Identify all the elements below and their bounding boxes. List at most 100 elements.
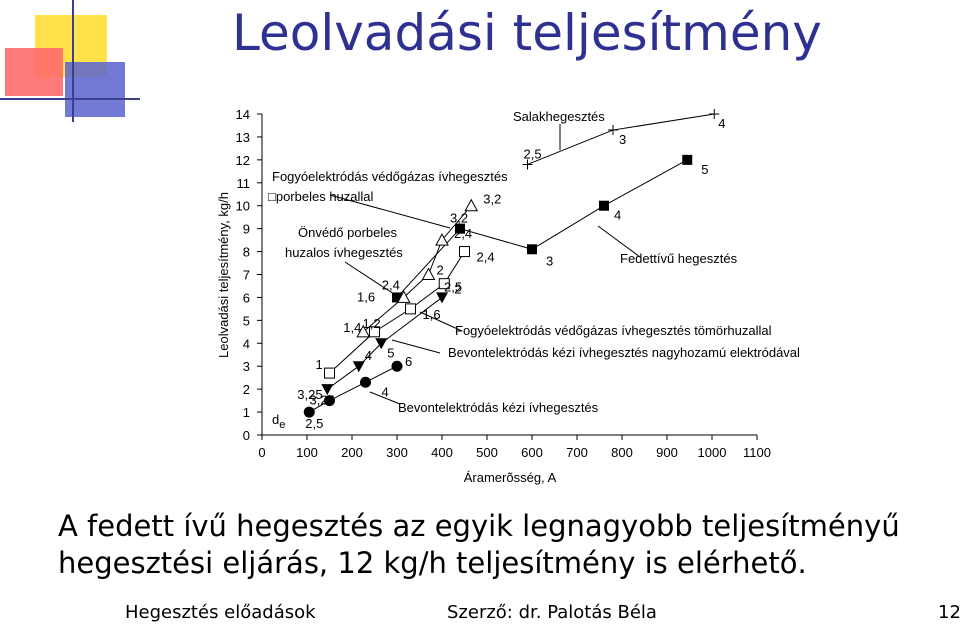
marker-fedett bbox=[682, 154, 693, 165]
point-label-tomor: 2,4 bbox=[477, 250, 495, 265]
marker-nagyhozamu bbox=[375, 338, 388, 350]
marker-tomor bbox=[324, 367, 335, 379]
marker-salak bbox=[608, 125, 618, 136]
deposition-rate-chart: 0 100 200 300 400 500 600 700 800 900 1000 11000123… bbox=[216, 107, 800, 485]
annotation-leader bbox=[391, 339, 441, 354]
annotation-nagyhozamu: Bevontelektródás kézi ívhegesztés nagyho… bbox=[448, 345, 800, 360]
annotation-leader bbox=[419, 311, 463, 332]
marker-kezi bbox=[324, 395, 335, 407]
y-tick-label: 1 bbox=[243, 405, 250, 420]
marker-vedogaz bbox=[464, 198, 479, 212]
x-tick-label: 900 bbox=[656, 445, 678, 460]
point-label-salak: 2,5 bbox=[524, 146, 542, 161]
y-tick-label: 5 bbox=[243, 313, 250, 328]
x-tick-label: 300 bbox=[386, 445, 408, 460]
marker-kezi bbox=[303, 406, 315, 418]
point-label-kezi: 3,25 bbox=[310, 393, 335, 408]
x-axis-label: Áramerõsség, A bbox=[464, 470, 557, 485]
x-tick-label: 500 bbox=[476, 445, 498, 460]
annotation-leader bbox=[369, 391, 401, 405]
marker-nagyhozamu bbox=[436, 292, 448, 304]
point-label-tomor: 1,6 bbox=[423, 307, 441, 322]
y-tick-label: 11 bbox=[237, 176, 251, 191]
y-axis-label: Leolvadási teljesítmény, kg/h bbox=[216, 192, 231, 358]
deco-red-square bbox=[5, 48, 63, 96]
marker-tomor bbox=[459, 246, 470, 258]
point-label-nagyhozamu: 5 bbox=[387, 345, 394, 360]
series-line-kezi bbox=[309, 365, 398, 413]
x-tick-label: 600 bbox=[521, 445, 543, 460]
slide-caption: A fedett ívű hegesztés az egyik legnagyo… bbox=[58, 509, 900, 580]
slide-title: Leolvadási teljesítmény bbox=[232, 4, 822, 62]
y-tick-label: 3 bbox=[243, 359, 250, 374]
annotation-tomor: Fogyóelektródás védőgázas ívhegesztés tö… bbox=[455, 323, 772, 338]
point-label-fedett: 4 bbox=[614, 208, 621, 223]
point-label-salak: 4 bbox=[718, 116, 725, 131]
de-label: de bbox=[272, 412, 285, 431]
y-tick-label: 4 bbox=[243, 336, 250, 351]
point-label-vedogaz: 2,4 bbox=[382, 277, 400, 292]
marker-kezi bbox=[360, 376, 371, 388]
x-tick-label: 200 bbox=[341, 445, 363, 460]
x-tick-label: 1100 bbox=[743, 445, 771, 460]
marker-vedogaz bbox=[435, 233, 449, 246]
footer-author: Szerző: dr. Palotás Béla bbox=[447, 602, 657, 623]
y-tick-label: 7 bbox=[243, 268, 250, 283]
annotation-porbeles: □porbeles huzallal bbox=[268, 189, 374, 204]
point-label-fedett: 5 bbox=[701, 162, 708, 177]
marker-tomor bbox=[405, 303, 416, 315]
series-line-nagyhozamu bbox=[326, 297, 443, 390]
y-tick-label: 12 bbox=[236, 153, 250, 168]
point-label-fedett: 1,6 bbox=[357, 289, 375, 304]
point-label-vedogaz: 3,2 bbox=[483, 192, 501, 207]
point-label-vedogaz: 1,4 bbox=[343, 320, 361, 335]
axes: 0 100 200 300 400 500 600 700 800 900 1000 11000123… bbox=[216, 107, 771, 485]
deco-hline bbox=[0, 98, 140, 100]
y-tick-label: 6 bbox=[243, 290, 250, 305]
point-label-kezi: 4 bbox=[382, 384, 389, 399]
marker-fedett bbox=[527, 244, 537, 255]
annotation-leader bbox=[597, 225, 641, 258]
point-label-fedett: 3 bbox=[546, 253, 553, 268]
y-tick-label: 14 bbox=[236, 107, 250, 122]
annotation-vedogaz_huzal: Fogyóelektródás védőgázas ívhegesztés bbox=[272, 169, 508, 184]
y-tick-label: 0 bbox=[243, 428, 250, 443]
marker-fedett bbox=[599, 200, 609, 211]
point-labels: 2,5341,63,23451,42,422,43,211,21,622,43,… bbox=[297, 116, 725, 431]
x-tick-label: 0 bbox=[258, 445, 265, 460]
page-number: 12 bbox=[938, 602, 960, 623]
annotations: Salakhegesztés Fedettívű hegesztés Fogyóel… bbox=[268, 109, 800, 415]
point-label-kezi: 2,5 bbox=[305, 416, 323, 431]
x-tick-label: 400 bbox=[431, 445, 453, 460]
y-tick-label: 8 bbox=[243, 245, 250, 260]
x-tick-label: 1000 bbox=[698, 445, 727, 460]
annotation-fedett: Fedettívű hegesztés bbox=[620, 251, 738, 266]
marker-vedogaz bbox=[396, 290, 411, 303]
marker-vedogaz bbox=[356, 324, 371, 338]
annotation-leader bbox=[344, 261, 401, 299]
y-tick-label: 13 bbox=[236, 130, 250, 145]
annotation-kezi: Bevontelektródás kézi ívhegesztés bbox=[398, 400, 599, 415]
annotation-leader bbox=[329, 194, 451, 229]
y-tick-label: 9 bbox=[243, 222, 250, 237]
deco-vline bbox=[72, 0, 74, 122]
series-line-tomor bbox=[329, 251, 465, 374]
point-label-tomor: 2 bbox=[454, 282, 461, 297]
annotation-onvedo2: huzalos ívhegesztés bbox=[285, 245, 403, 260]
marker-fedett bbox=[455, 223, 465, 234]
de-subscript: e bbox=[279, 419, 285, 431]
footer-course: Hegesztés előadások bbox=[125, 602, 316, 623]
marker-tomor bbox=[369, 326, 380, 338]
annotation-salak: Salakhegesztés bbox=[513, 109, 605, 124]
marker-nagyhozamu bbox=[352, 361, 365, 373]
marker-tomor bbox=[438, 278, 450, 290]
y-tick-label: 2 bbox=[243, 382, 250, 397]
marker-salak bbox=[709, 109, 720, 119]
x-tick-label: 100 bbox=[296, 445, 318, 460]
marker-nagyhozamu bbox=[321, 384, 334, 396]
point-label-nagyhozamu: 4 bbox=[365, 348, 372, 363]
point-label-nagyhozamu: 2,5 bbox=[444, 279, 462, 294]
point-label-tomor: 1,2 bbox=[363, 316, 381, 331]
point-label-tomor: 1 bbox=[316, 357, 323, 372]
series-markers bbox=[303, 109, 720, 418]
